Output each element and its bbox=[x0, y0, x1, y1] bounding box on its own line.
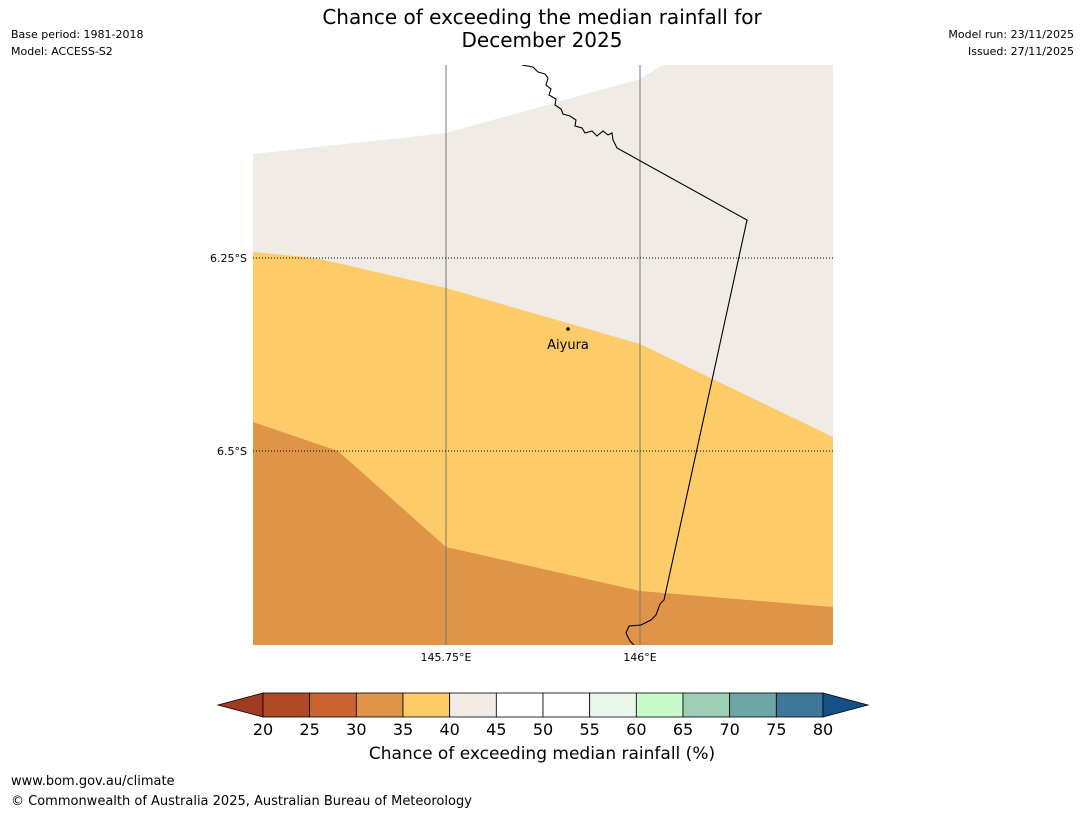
colorbar-tick-35: 35 bbox=[393, 720, 413, 739]
footer-url[interactable]: www.bom.gov.au/climate bbox=[11, 774, 175, 789]
colorbar-box-40-45 bbox=[449, 692, 497, 718]
colorbar-tick-55: 55 bbox=[579, 720, 599, 739]
issued-date: Issued: 27/11/2025 bbox=[967, 45, 1074, 58]
colorbar-box-45-50 bbox=[495, 692, 544, 718]
colorbar-box-75-80 bbox=[775, 692, 824, 718]
model-name: Model: ACCESS-S2 bbox=[11, 45, 113, 58]
colorbar-tick-75: 75 bbox=[766, 720, 786, 739]
lon-label-145-75: 145.75°E bbox=[421, 651, 472, 664]
colorbar-tick-20: 20 bbox=[253, 720, 273, 739]
lon-label-146: 146°E bbox=[623, 651, 656, 664]
town-marker-aiyura[interactable] bbox=[566, 327, 570, 331]
lat-label-6-25: 6.25°S bbox=[210, 252, 247, 265]
colorbar-tick-30: 30 bbox=[346, 720, 366, 739]
model-info: Base period: 1981-2018 Model: ACCESS-S2 bbox=[11, 26, 143, 60]
page-title: Chance of exceeding the median rainfall … bbox=[242, 6, 842, 52]
colorbar-tick-25: 25 bbox=[299, 720, 319, 739]
colorbar-box-55-60 bbox=[589, 692, 637, 718]
title-line-2: December 2025 bbox=[461, 28, 623, 52]
colorbar-tick-80: 80 bbox=[813, 720, 833, 739]
title-line-1: Chance of exceeding the median rainfall … bbox=[322, 5, 762, 29]
colorbar-tick-50: 50 bbox=[533, 720, 553, 739]
footer-copyright: © Commonwealth of Australia 2025, Austra… bbox=[11, 794, 472, 809]
colorbar-box-70-75 bbox=[729, 692, 777, 718]
lat-label-6-5: 6.5°S bbox=[217, 445, 247, 458]
colorbar-box-25-30 bbox=[309, 692, 357, 718]
colorbar-label: Chance of exceeding median rainfall (%) bbox=[368, 744, 716, 764]
colorbar-tick-45: 45 bbox=[486, 720, 506, 739]
colorbar-tick-70: 70 bbox=[719, 720, 739, 739]
colorbar-box-35-40 bbox=[402, 692, 451, 718]
colorbar-box-60-65 bbox=[635, 692, 684, 718]
colorbar: 20 25 30 35 40 45 50 55 60 65 70 75 80 bbox=[216, 692, 870, 739]
colorbar-box-65-70 bbox=[682, 692, 731, 718]
run-info: Model run: 23/11/2025 Issued: 27/11/2025 bbox=[948, 26, 1074, 60]
colorbar-tick-65: 65 bbox=[673, 720, 693, 739]
colorbar-box-50-55 bbox=[542, 692, 591, 718]
colorbar-over-arrow bbox=[822, 692, 870, 718]
base-period: Base period: 1981-2018 bbox=[11, 28, 144, 41]
colorbar-box-30-35 bbox=[355, 692, 404, 718]
colorbar-tick-60: 60 bbox=[626, 720, 646, 739]
zone-30-35 bbox=[253, 422, 833, 645]
colorbar-tick-40: 40 bbox=[439, 720, 459, 739]
colorbar-box-20-25 bbox=[262, 692, 311, 718]
province-boundary bbox=[521, 65, 748, 645]
town-label-aiyura: Aiyura bbox=[547, 338, 589, 353]
map-area[interactable] bbox=[253, 65, 833, 645]
model-run-date: Model run: 23/11/2025 bbox=[948, 28, 1074, 41]
colorbar-under-arrow bbox=[216, 692, 264, 718]
